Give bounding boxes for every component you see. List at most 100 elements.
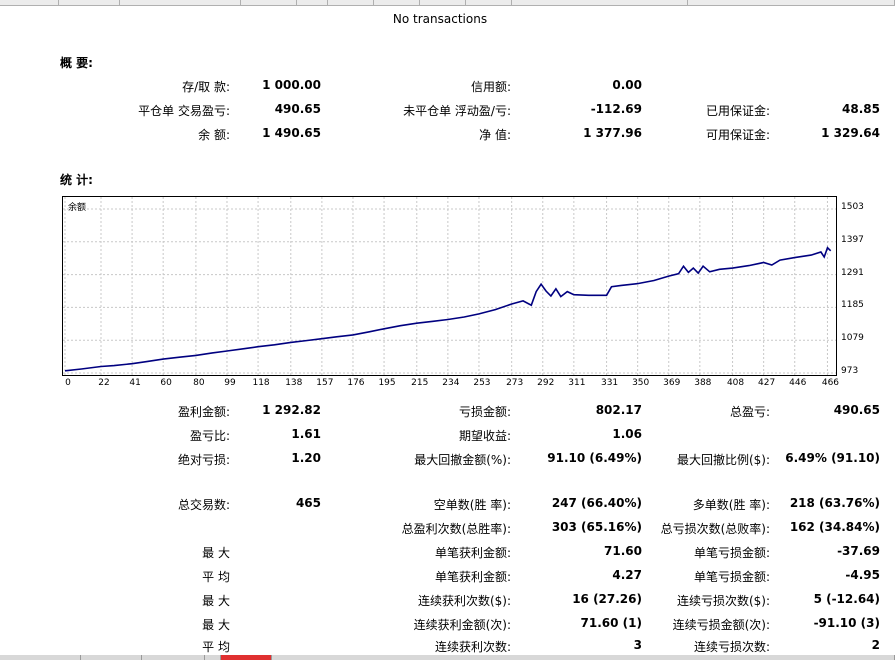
x-tick-label: 446 [789, 378, 807, 388]
stat-label: 绝对亏损: [177, 453, 230, 467]
stat-value: -37.69 [837, 544, 880, 558]
y-tick-label: 973 [841, 366, 859, 376]
stat-label: 总盈利次数(总胜率): [401, 522, 511, 536]
stat-label: 最 大 [202, 546, 230, 560]
stat-label: 盈利金额: [177, 405, 230, 419]
x-tick-label: 176 [347, 378, 365, 388]
stat-value: 16 (27.26) [572, 592, 642, 606]
balance-chart [62, 196, 837, 376]
stat-label: 平仓单 交易盈亏: [138, 104, 230, 118]
stat-label: 最大回撤金额(%): [414, 453, 511, 467]
stat-label: 亏损金额: [458, 405, 511, 419]
stat-label: 信用额: [470, 80, 511, 94]
stat-label: 单笔获利金额: [434, 570, 511, 584]
stat-value: 91.10 (6.49%) [547, 451, 642, 465]
stat-label: 连续获利金额(次): [413, 618, 511, 632]
balance-chart-svg [63, 197, 836, 375]
x-tick-label: 234 [442, 378, 460, 388]
stat-value: -112.69 [590, 102, 642, 116]
stat-label: 已用保证金: [705, 104, 770, 118]
stat-label: 空单数(胜 率): [433, 498, 511, 512]
x-tick-label: 388 [694, 378, 712, 388]
y-tick-label: 1185 [841, 300, 864, 311]
stat-value: 490.65 [274, 102, 321, 116]
stat-label: 单笔获利金额: [434, 546, 511, 560]
stat-value: 4.27 [612, 568, 642, 582]
stat-label: 连续亏损次数: [693, 640, 770, 654]
x-tick-label: 408 [726, 378, 745, 388]
x-tick-label: 60 [160, 378, 172, 388]
x-tick-label: 350 [632, 378, 650, 388]
stat-value: 1 000.00 [262, 78, 321, 92]
x-tick-label: 41 [129, 378, 141, 388]
stat-label: 存/取 款: [182, 80, 230, 94]
x-tick-label: 311 [568, 378, 586, 388]
x-tick-label: 157 [316, 378, 334, 388]
stat-label: 盈亏比: [189, 429, 230, 443]
summary-title: 概 要: [60, 56, 93, 70]
y-tick-label: 1397 [841, 234, 864, 245]
stat-value: 162 (34.84%) [789, 520, 880, 534]
stat-value: 2 [871, 638, 880, 652]
stat-value: 48.85 [842, 102, 880, 116]
stat-label: 最 大 [202, 618, 230, 632]
stat-value: 1 292.82 [262, 403, 321, 417]
stat-value: 71.60 (1) [580, 616, 642, 630]
stat-label: 单笔亏损金额: [693, 570, 770, 584]
stat-value: 303 (65.16%) [551, 520, 642, 534]
x-tick-label: 427 [758, 378, 776, 388]
x-tick-label: 118 [252, 378, 270, 388]
x-tick-label: 22 [98, 378, 110, 388]
x-tick-label: 0 [65, 378, 71, 388]
stat-value: 218 (63.76%) [789, 496, 880, 510]
stat-value: 465 [295, 496, 321, 510]
stat-label: 单笔亏损金额: [693, 546, 770, 560]
x-tick-label: 273 [506, 378, 524, 388]
stat-label: 总交易数: [177, 498, 230, 512]
stat-label: 最 大 [202, 594, 230, 608]
stat-label: 平 均 [202, 570, 230, 584]
x-tick-label: 195 [378, 378, 396, 388]
stat-value: -4.95 [845, 568, 880, 582]
stat-value: 490.65 [833, 403, 880, 417]
stat-value: 802.17 [595, 403, 642, 417]
x-tick-label: 466 [821, 378, 840, 388]
y-tick-label: 1079 [841, 333, 864, 344]
stat-value: 1.06 [612, 427, 642, 441]
x-tick-label: 292 [537, 378, 555, 388]
no-transactions-text: No transactions [392, 12, 488, 26]
stat-label: 连续亏损次数($): [676, 594, 770, 608]
stat-value: 1 329.64 [821, 126, 880, 140]
balance-series-line [64, 246, 832, 372]
stat-label: 连续获利次数($): [417, 594, 511, 608]
stat-label: 未平仓单 浮动盈/亏: [403, 104, 511, 118]
x-tick-label: 369 [663, 378, 681, 388]
x-tick-label: 138 [285, 378, 303, 388]
x-tick-label: 331 [600, 378, 619, 388]
y-tick-label: 1291 [841, 267, 864, 278]
x-tick-label: 253 [473, 378, 491, 388]
stat-value: 6.49% (91.10) [785, 451, 880, 465]
x-tick-label: 215 [411, 378, 429, 388]
stat-value: 1 490.65 [262, 126, 321, 140]
stat-value: -91.10 (3) [813, 616, 880, 630]
x-tick-label: 80 [193, 378, 205, 388]
stat-label: 总亏损次数(总败率): [660, 522, 770, 536]
stat-label: 期望收益: [458, 429, 511, 443]
x-tick-label: 99 [224, 378, 236, 388]
stat-value: 1 377.96 [583, 126, 642, 140]
stat-label: 净 值: [479, 128, 511, 142]
stat-label: 总盈亏: [729, 405, 770, 419]
stat-value: 247 (66.40%) [551, 496, 642, 510]
stat-value: 71.60 [604, 544, 642, 558]
stat-label: 连续亏损金额(次): [672, 618, 770, 632]
stats-title: 统 计: [60, 173, 93, 187]
table-header-strip [0, 0, 895, 6]
stat-value: 5 (-12.64) [813, 592, 880, 606]
chart-legend: 余额 [68, 203, 87, 213]
stat-label: 余 额: [198, 128, 230, 142]
stat-value: 1.20 [291, 451, 321, 465]
stat-value: 1.61 [291, 427, 321, 441]
stat-label: 最大回撤比例($): [676, 453, 770, 467]
stat-label: 平 均 [202, 640, 230, 654]
